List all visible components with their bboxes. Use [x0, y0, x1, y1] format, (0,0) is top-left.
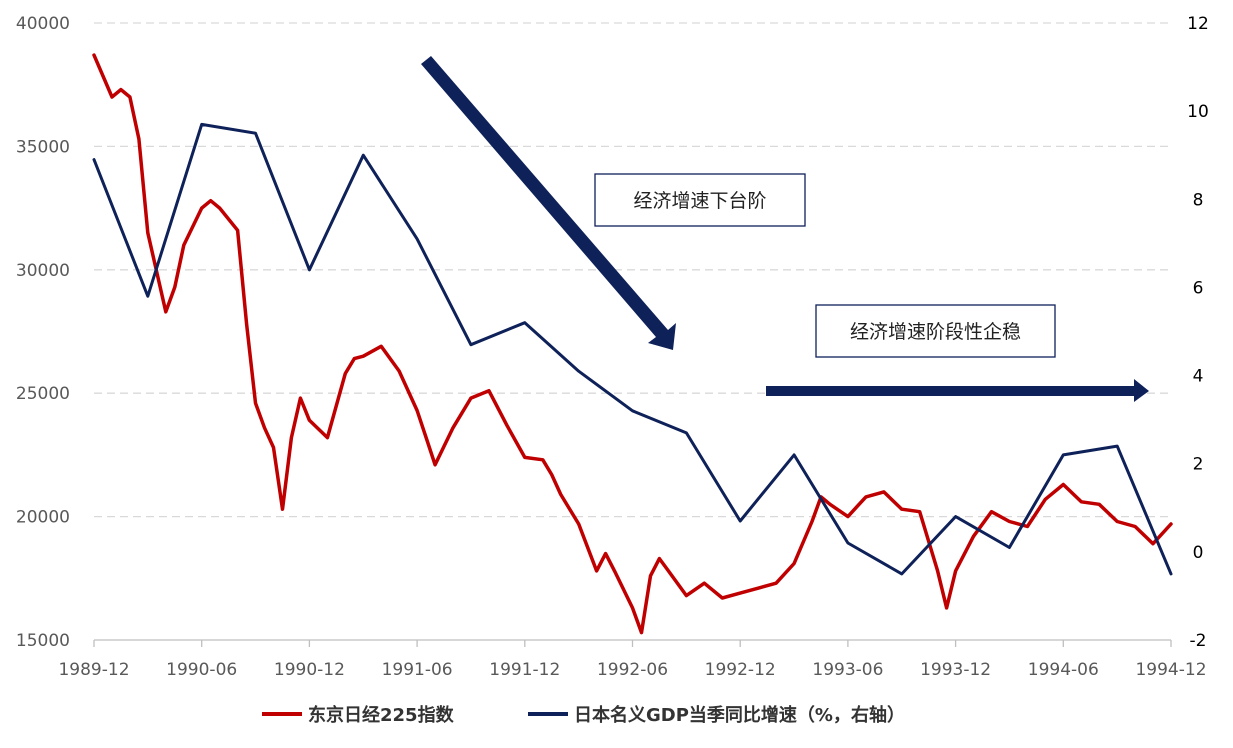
x-tick-label: 1993-12	[920, 660, 991, 680]
x-tick-label: 1991-06	[382, 660, 453, 680]
y-left-tick-label: 40000	[16, 14, 70, 34]
series-lines	[92, 53, 1173, 635]
annotation-text: 经济增速下台阶	[633, 190, 766, 212]
y-left-tick-label: 25000	[16, 384, 70, 404]
y-right-tick-label: 0	[1193, 543, 1204, 563]
y-left-tick-label: 15000	[16, 631, 70, 651]
annotation-box-stabilize	[815, 304, 1056, 358]
y-left-tick-label: 20000	[16, 508, 70, 528]
legend: 东京日经225指数 日本名义GDP当季同比增速（%，右轴）	[262, 704, 905, 726]
x-tick-label: 1992-06	[597, 660, 668, 680]
y-right-tick-label: 10	[1187, 102, 1209, 122]
axes: 40000 35000 30000 25000 20000 15000 12 10 8 6 4 2 0 -…	[16, 14, 1209, 680]
x-tick-label: 1990-06	[166, 660, 237, 680]
y-right-tick-label: 8	[1193, 190, 1204, 210]
y-right-tick-label: 12	[1187, 14, 1209, 34]
y-right-tick-label: 4	[1193, 367, 1204, 387]
x-tick-label: 1994-12	[1135, 660, 1206, 680]
nikkei-series-line	[92, 53, 1173, 635]
x-tick-label: 1992-12	[705, 660, 776, 680]
gdp-series-line	[92, 122, 1173, 576]
y-left-tick-label: 35000	[16, 137, 70, 157]
x-tick-label: 1990-12	[274, 660, 345, 680]
x-tick-label: 1989-12	[58, 660, 129, 680]
y-right-tick-label: 2	[1193, 455, 1204, 475]
x-tick-label: 1994-06	[1028, 660, 1099, 680]
annotation-box-decline	[594, 173, 806, 227]
y-left-tick-label: 30000	[16, 261, 70, 281]
x-tick-label: 1991-12	[489, 660, 560, 680]
right-arrow-icon	[766, 379, 1149, 402]
down-arrow-icon	[421, 56, 676, 350]
annotation-text: 经济增速阶段性企稳	[850, 321, 1021, 343]
gridlines	[94, 22, 1171, 518]
legend-label: 日本名义GDP当季同比增速（%，右轴）	[574, 704, 905, 726]
y-right-tick-label: 6	[1193, 278, 1204, 298]
legend-label: 东京日经225指数	[308, 704, 455, 726]
x-tick-label: 1993-06	[812, 660, 883, 680]
y-right-tick-label: -2	[1190, 631, 1207, 651]
